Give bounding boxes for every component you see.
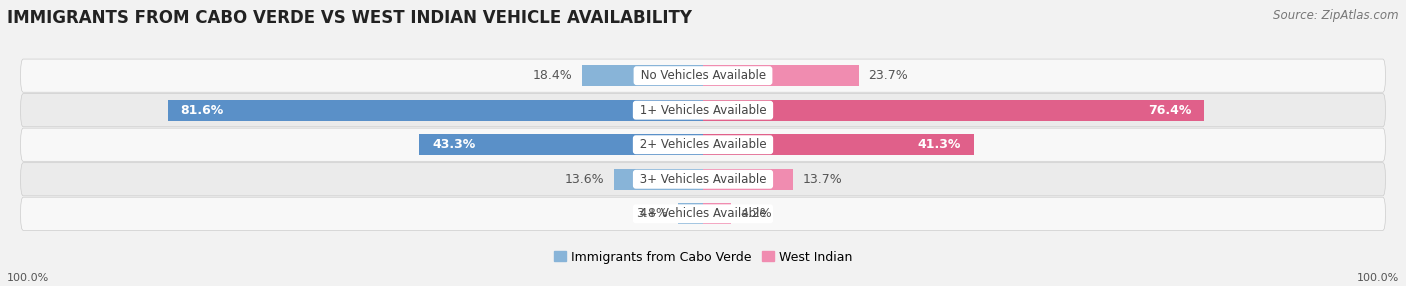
Legend: Immigrants from Cabo Verde, West Indian: Immigrants from Cabo Verde, West Indian (548, 246, 858, 269)
Text: 76.4%: 76.4% (1147, 104, 1191, 117)
FancyBboxPatch shape (21, 163, 1385, 196)
FancyBboxPatch shape (21, 128, 1385, 161)
Text: 23.7%: 23.7% (869, 69, 908, 82)
Text: 2+ Vehicles Available: 2+ Vehicles Available (636, 138, 770, 151)
Text: IMMIGRANTS FROM CABO VERDE VS WEST INDIAN VEHICLE AVAILABILITY: IMMIGRANTS FROM CABO VERDE VS WEST INDIA… (7, 9, 692, 27)
Bar (678, 203, 703, 224)
FancyBboxPatch shape (21, 94, 1385, 127)
Text: 100.0%: 100.0% (1357, 273, 1399, 283)
Text: 13.6%: 13.6% (564, 173, 605, 186)
Text: 3+ Vehicles Available: 3+ Vehicles Available (636, 173, 770, 186)
Text: 4+ Vehicles Available: 4+ Vehicles Available (636, 207, 770, 220)
Bar (167, 100, 703, 121)
Text: 1+ Vehicles Available: 1+ Vehicles Available (636, 104, 770, 117)
Bar (582, 65, 703, 86)
Text: 4.2%: 4.2% (741, 207, 772, 220)
Text: 18.4%: 18.4% (533, 69, 572, 82)
Bar (703, 100, 1205, 121)
Text: 81.6%: 81.6% (181, 104, 224, 117)
Bar (419, 134, 703, 155)
FancyBboxPatch shape (21, 197, 1385, 231)
Bar (614, 169, 703, 190)
Text: No Vehicles Available: No Vehicles Available (637, 69, 769, 82)
Text: 43.3%: 43.3% (432, 138, 475, 151)
Text: Source: ZipAtlas.com: Source: ZipAtlas.com (1274, 9, 1399, 21)
Bar (703, 169, 793, 190)
Bar (703, 203, 731, 224)
Text: 13.7%: 13.7% (803, 173, 842, 186)
Bar (703, 65, 859, 86)
Text: 3.8%: 3.8% (637, 207, 668, 220)
FancyBboxPatch shape (21, 59, 1385, 92)
Bar (703, 134, 974, 155)
Text: 100.0%: 100.0% (7, 273, 49, 283)
Text: 41.3%: 41.3% (918, 138, 960, 151)
